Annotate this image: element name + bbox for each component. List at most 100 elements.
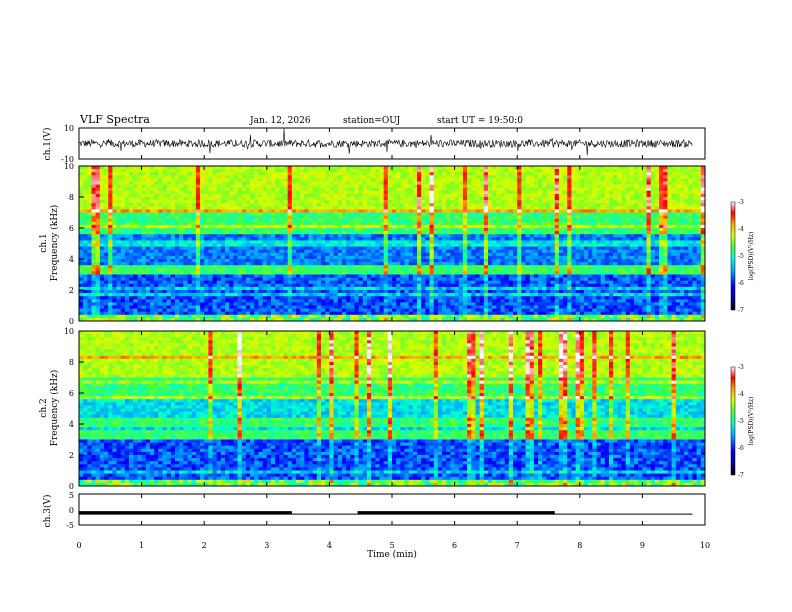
spectrogram-cell (446, 203, 451, 207)
spectrogram-cell (467, 252, 472, 257)
spectrogram-cell (596, 206, 601, 210)
spectrogram-cell (558, 259, 564, 263)
spectrogram-cell (141, 181, 147, 185)
spectrogram-cell (462, 172, 468, 176)
spectrogram-cell (104, 200, 109, 204)
spectrogram-cell (383, 187, 389, 192)
spectrogram-cell (124, 169, 130, 173)
spectrogram-cell (700, 203, 706, 207)
spectrogram-cell (99, 193, 105, 198)
spectrogram-cell (179, 172, 184, 176)
spectrogram-cell (108, 252, 113, 257)
spectrogram-cell (408, 175, 414, 179)
spectrogram-cell (212, 184, 218, 188)
spectrogram-cell (145, 224, 151, 229)
spectrogram-cell (204, 172, 209, 176)
spectrogram-cell (483, 252, 489, 257)
spectrogram-cell (667, 249, 672, 254)
spectrogram-cell (508, 246, 514, 250)
spectrogram-cell (375, 212, 380, 216)
spectrogram-cell (354, 187, 359, 192)
spectrogram-cell (270, 240, 276, 244)
spectrogram-cell (145, 206, 151, 210)
spectrogram-cell (308, 224, 313, 229)
spectrogram-cell (513, 221, 518, 226)
spectrogram-cell (617, 200, 622, 204)
spectrogram-cell (108, 178, 113, 182)
spectrogram-cell (383, 265, 389, 269)
spectrogram-cell (79, 169, 84, 173)
spectrogram-cell (588, 166, 593, 170)
spectrogram-cell (329, 166, 334, 170)
spectrogram-cell (400, 265, 405, 269)
spectrogram-cell (588, 212, 593, 216)
spectrogram-cell (233, 265, 238, 269)
spectrogram-cell (283, 169, 288, 173)
spectrogram-cell (316, 237, 322, 241)
spectrogram-cell (225, 172, 230, 176)
spectrogram-cell (270, 197, 276, 201)
spectrogram-cell (604, 175, 610, 179)
spectrogram-cell (471, 187, 476, 192)
spectrogram-cell (521, 215, 526, 219)
spectrogram-cell (266, 234, 272, 238)
spectrogram-cell (692, 178, 697, 182)
spectrogram-cell (329, 212, 334, 216)
spectrogram-cell (663, 231, 668, 235)
spectrogram-cell (316, 262, 322, 266)
spectrogram-cell (563, 172, 568, 176)
spectrogram-cell (104, 246, 109, 250)
spectrogram-cell (496, 172, 501, 176)
spectrogram-cell (316, 172, 322, 176)
spectrogram-cell (437, 249, 443, 254)
spectrogram-cell (663, 252, 668, 257)
spectrogram-cell (396, 262, 401, 266)
spectrogram-cell (654, 184, 660, 188)
spectrogram-cell (183, 172, 188, 176)
spectrogram-cell (266, 184, 272, 188)
spectrogram-cell (233, 234, 238, 238)
spectrogram-cell (346, 209, 351, 213)
spectrogram-cell (91, 197, 96, 201)
spectrogram-cell (296, 203, 301, 207)
spectrogram-cell (642, 206, 647, 210)
spectrogram-cell (124, 259, 130, 263)
spectrogram-cell (379, 184, 384, 188)
spectrogram-cell (133, 243, 138, 247)
spectrogram-cell (354, 246, 359, 250)
spectrogram-cell (533, 190, 539, 195)
spectrogram-cell (187, 237, 192, 241)
spectrogram-cell (296, 197, 301, 201)
spectrogram-cell (538, 265, 543, 269)
spectrogram-cell (316, 203, 322, 207)
spectrogram-cell (425, 172, 430, 176)
spectrogram-cell (166, 228, 172, 232)
spectrogram-cell (425, 184, 430, 188)
spectrogram-cell (154, 265, 159, 269)
spectrogram-cell (450, 178, 455, 182)
spectrogram-cell (563, 178, 568, 182)
spectrogram-cell (437, 231, 443, 235)
spectrogram-cell (621, 243, 626, 247)
spectrogram-cell (137, 193, 142, 198)
spectrogram-cell (546, 181, 551, 185)
spectrogram-cell (563, 184, 568, 188)
spectrogram-cell (216, 243, 222, 247)
spectrogram-cell (412, 252, 418, 257)
spectrogram-cell (104, 190, 109, 195)
spectrogram-cell (487, 181, 493, 185)
spectrogram-cell (596, 200, 601, 204)
spectrogram-cell (646, 169, 652, 173)
spectrogram-cell (646, 228, 652, 232)
spectrogram-cell (225, 197, 230, 201)
spectrogram-cell (366, 187, 372, 192)
spectrogram-cell (250, 178, 255, 182)
spectrogram-cell (279, 187, 284, 192)
spectrogram-cell (212, 243, 218, 247)
spectrogram-cell (659, 218, 664, 223)
spectrogram-cell (195, 255, 201, 260)
spectrogram-cell (116, 240, 122, 244)
spectrogram-cell (417, 243, 422, 247)
spectrogram-cell (358, 224, 364, 229)
spectrogram-cell (684, 224, 689, 229)
